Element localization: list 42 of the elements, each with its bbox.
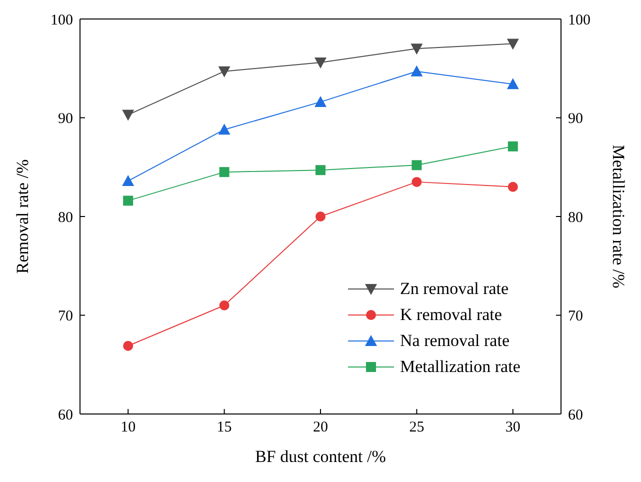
x-tick-label: 20 (313, 420, 328, 436)
y-tick-label: 70 (58, 308, 73, 325)
point (122, 110, 134, 121)
point (508, 182, 518, 192)
y2-tick-label: 80 (568, 210, 583, 226)
point (410, 65, 423, 76)
x-tick-label: 30 (505, 420, 520, 436)
x-axis-title: BF dust content /% (255, 447, 386, 466)
legend-label: K removal rate (400, 305, 502, 325)
y2-tick-label: 100 (568, 12, 590, 28)
y-tick-label: 80 (58, 210, 73, 226)
y-tick-label: 100 (50, 12, 73, 28)
x-tick-label: 15 (216, 420, 232, 436)
y-axis-title: Removal rate /% (13, 159, 32, 274)
legend-label: Zn removal rate (400, 279, 509, 299)
point (412, 176, 422, 187)
point (508, 141, 518, 152)
point (314, 57, 326, 68)
y2-tick-label: 90 (568, 111, 583, 128)
point (123, 196, 134, 206)
point (412, 160, 422, 170)
point (316, 165, 326, 176)
y-tick-label: 60 (58, 407, 73, 424)
point (218, 124, 230, 135)
y2-tick-label: 60 (568, 407, 583, 424)
point (218, 66, 230, 78)
point (219, 167, 230, 178)
point (122, 174, 134, 186)
point (123, 340, 134, 351)
y2-tick-label: 70 (568, 308, 583, 325)
x-tick-label: 10 (120, 420, 136, 436)
point (506, 78, 519, 90)
point (219, 300, 230, 310)
y-tick-label: 90 (58, 111, 73, 128)
x-tick-label: 25 (409, 420, 424, 436)
legend-label: Metallization rate (400, 357, 520, 377)
point (410, 44, 423, 55)
point (314, 96, 326, 107)
point (316, 212, 326, 222)
point (506, 38, 519, 50)
legend-label: Na removal rate (400, 331, 510, 351)
y2-axis-title: Metallization rate /% (608, 144, 628, 288)
